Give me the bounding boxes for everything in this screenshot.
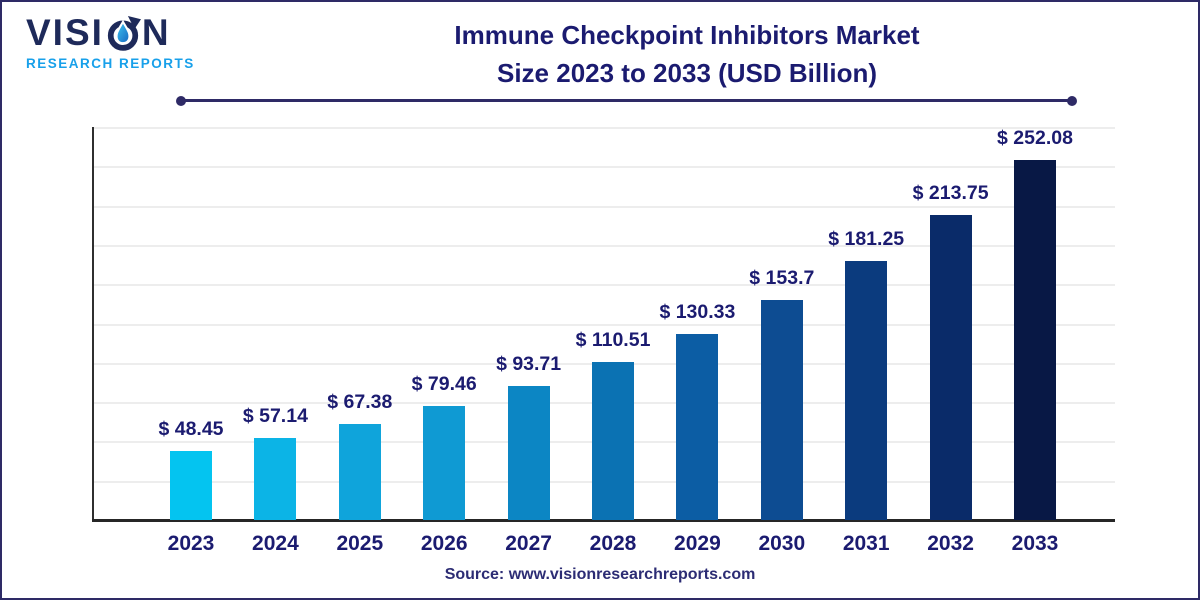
bar-value-label: $ 93.71 <box>496 353 562 376</box>
bar-value-label: $ 252.08 <box>997 126 1073 149</box>
bar-value-label: $ 153.7 <box>749 267 815 290</box>
bar-2024 <box>254 438 297 520</box>
bar-2029 <box>676 333 719 520</box>
droplet-arrow-icon <box>105 15 141 52</box>
x-axis-labels: 2023 2024 2025 2026 2027 2028 2029 2030 2031 2032… <box>92 127 1115 555</box>
y-axis <box>92 127 94 520</box>
title-divider <box>176 95 1077 106</box>
bar-chart: $ 48.45 $ 57.14 $ 67.38 $ 79.46 $ 93.71 $ 110… <box>92 127 1115 555</box>
x-axis-label: 2023 <box>167 532 215 555</box>
bar-value-label: $ 110.51 <box>575 329 651 352</box>
gridline <box>94 244 1115 247</box>
bar-2031 <box>845 260 888 520</box>
brand-prefix: VISI <box>26 12 104 53</box>
gridline <box>94 127 1115 129</box>
gridline <box>94 323 1115 326</box>
x-axis-label: 2028 <box>589 532 637 555</box>
bar-value-label: $ 57.14 <box>242 405 308 428</box>
bar-2030 <box>760 300 803 520</box>
x-axis-label: 2025 <box>336 532 384 555</box>
bar-value-label: $ 67.38 <box>327 390 393 413</box>
brand-subtitle: RESEARCH REPORTS <box>26 56 195 71</box>
x-axis-label: 2033 <box>1011 532 1059 555</box>
bar-2028 <box>592 362 634 520</box>
brand-name: VISI N <box>26 14 195 51</box>
source-line: Source: www.visionresearchreports.com <box>444 566 756 583</box>
x-axis-label: 2030 <box>758 532 806 555</box>
x-axis-label: 2029 <box>674 532 721 555</box>
gridline <box>94 205 1115 208</box>
bar-2027 <box>507 386 550 520</box>
chart-title-line2: Size 2023 to 2033 (USD Billion) <box>496 58 877 88</box>
bar-2032 <box>929 214 972 520</box>
divider-right-dot <box>1067 95 1077 106</box>
x-axis-label: 2027 <box>505 532 552 555</box>
bar-value-label: $ 213.75 <box>912 181 989 204</box>
bars: $ 48.45 $ 57.14 $ 67.38 $ 79.46 $ 93.71 $ 110… <box>92 127 1115 520</box>
x-axis-label: 2032 <box>927 532 974 555</box>
bar-2025 <box>338 423 381 520</box>
gridline <box>94 284 1115 287</box>
chart-title-line1: Immune Checkpoint Inhibitors Market <box>454 20 920 50</box>
bar-2033 <box>1014 159 1056 520</box>
bar-value-label: $ 79.46 <box>411 373 477 396</box>
brand-logo: VISI N RESEARCH REPORTS <box>26 14 195 71</box>
x-axis-label: 2024 <box>252 532 299 555</box>
brand-suffix: N <box>141 12 171 53</box>
bar-value-label: $ 48.45 <box>158 417 224 440</box>
divider-left-dot <box>176 95 186 106</box>
bar-value-label: $ 130.33 <box>659 300 736 323</box>
x-axis-label: 2026 <box>420 532 468 555</box>
x-axis-label: 2031 <box>842 532 890 555</box>
x-axis <box>92 519 1115 522</box>
gridline <box>94 166 1115 169</box>
bar-value-label: $ 181.25 <box>828 227 905 250</box>
bar-2023 <box>170 450 212 520</box>
chart-title: Immune Checkpoint Inhibitors Market Size… <box>312 16 1062 92</box>
bar-2026 <box>423 406 466 520</box>
